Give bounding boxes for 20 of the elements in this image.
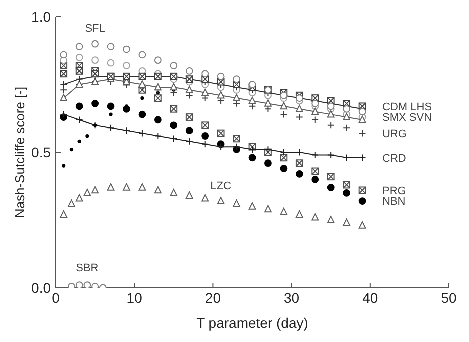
y-tick-label: 0.0 [32, 280, 52, 296]
x-tick-label: 10 [126, 290, 143, 306]
annotation: CRD [382, 152, 406, 165]
annotation: NBN [382, 196, 406, 208]
annotation: LZC [210, 180, 232, 192]
x-axis-title: T parameter (day) [196, 315, 308, 331]
x-tick-label: 50 [441, 290, 457, 306]
annotation: PRG [382, 185, 406, 198]
x-tick-label: 30 [284, 290, 300, 306]
y-axis-title: Nash-Sutcliffe score [-] [12, 86, 28, 218]
annotation: SFL [85, 23, 106, 36]
x-tick-label: 0 [52, 290, 60, 306]
x-tick-label: 40 [362, 290, 378, 306]
annotation: SMX SVN [382, 112, 432, 124]
y-tick-label: 1.0 [32, 8, 52, 25]
annotation: URG [382, 128, 407, 140]
annotation: CDM LHS [382, 101, 432, 114]
x-tick-label: 20 [205, 290, 222, 306]
annotation: SBR [76, 262, 99, 274]
y-tick-label: 0.5 [32, 144, 52, 160]
